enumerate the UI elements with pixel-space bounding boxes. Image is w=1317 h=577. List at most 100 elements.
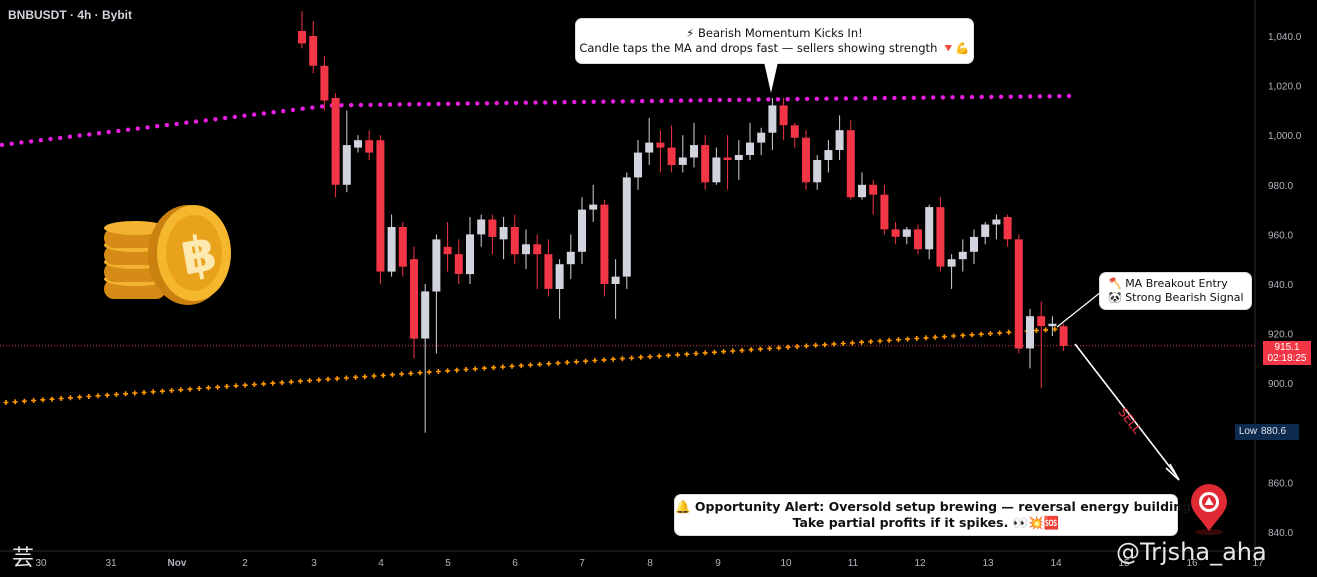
current-price-countdown: 02:18:25 <box>1267 353 1307 364</box>
candle-body <box>746 142 754 155</box>
low-price-marker: Low 880.6 <box>1235 424 1299 440</box>
ma-slow-cross <box>215 384 221 390</box>
ma-slow-cross <box>270 380 276 386</box>
ma-fast-dot <box>698 98 703 103</box>
ma-fast-dot <box>737 97 742 103</box>
ma-slow-cross <box>555 360 561 366</box>
ma-slow-cross <box>463 367 469 372</box>
candle-body <box>667 147 676 165</box>
ma-slow-cross <box>564 359 570 365</box>
ma-fast-dot <box>252 112 257 117</box>
ma-slow-cross <box>509 363 515 369</box>
ma-slow-cross <box>794 344 800 350</box>
ma-fast-dot <box>58 135 63 141</box>
ma-fast-dot <box>300 106 305 111</box>
candle-body <box>734 155 743 160</box>
callout-right-line2: 🐼 Strong Bearish Signal <box>1108 291 1244 304</box>
ma-fast-dot <box>921 95 926 100</box>
ma-fast-dot <box>882 95 887 101</box>
ma-slow-cross <box>417 370 423 376</box>
ma-slow-cross <box>224 384 230 389</box>
callout-ma-breakout: 🪓 MA Breakout Entry 🐼 Strong Bearish Sig… <box>1100 273 1251 309</box>
ma-slow-cross <box>40 397 46 403</box>
ma-slow-cross <box>518 363 524 369</box>
ma-fast-dot <box>242 113 247 118</box>
ma-slow-cross <box>178 387 184 393</box>
candle-body <box>645 142 654 153</box>
ma-slow-cross <box>297 378 303 384</box>
candle-body <box>936 207 945 267</box>
ma-fast-dot <box>940 95 946 100</box>
ma-slow-cross <box>187 386 193 392</box>
bitcoin-coin-stack-icon: ฿ <box>104 205 231 305</box>
ma-fast-dot <box>911 95 916 101</box>
candle-body <box>589 204 598 210</box>
ma-slow-cross <box>150 389 156 395</box>
candle-body <box>947 259 956 267</box>
ma-fast-dot <box>504 100 509 106</box>
ma-slow-cross <box>932 334 938 340</box>
ma-fast-dot <box>494 100 499 106</box>
candle-body <box>958 251 967 260</box>
ma-slow-cross <box>316 377 322 383</box>
ma-slow-cross <box>159 388 165 394</box>
candle-body <box>432 239 441 292</box>
candle-body <box>992 219 1001 225</box>
ma-slow-cross <box>380 372 386 378</box>
sell-arrowhead <box>1165 463 1180 481</box>
sell-arrow-line <box>1074 343 1177 476</box>
ma-fast-dot <box>387 102 393 107</box>
ma-fast-dot <box>591 99 596 105</box>
ma-slow-cross <box>711 349 717 355</box>
ma-fast-dot <box>193 119 199 124</box>
x-tick-label: 5 <box>445 558 451 569</box>
symbol-title: BNBUSDT · 4h · Bybit <box>8 8 132 22</box>
ma-slow-cross <box>656 353 662 359</box>
candle-body <box>690 145 698 158</box>
ma-fast-dot <box>766 97 771 102</box>
ma-slow-cross <box>288 379 294 385</box>
ma-slow-cross <box>684 351 690 357</box>
candle-body <box>757 132 766 143</box>
x-tick-label: 10 <box>780 558 792 569</box>
ma-slow-cross <box>49 396 55 402</box>
candle-body <box>779 105 788 126</box>
ma-fast-dot <box>562 100 567 105</box>
candle-body <box>712 157 721 183</box>
low-label: Low <box>1238 426 1258 437</box>
x-tick-label: 15 <box>1118 558 1130 569</box>
ma-slow-cross <box>77 394 83 400</box>
ma-slow-cross <box>408 370 414 376</box>
ma-fast-dot <box>116 128 121 134</box>
ma-slow-cross <box>905 336 911 342</box>
candle-body <box>846 130 855 198</box>
candle-body <box>454 254 463 274</box>
ma-slow-cross <box>960 332 966 338</box>
ma-slow-cross <box>21 398 27 404</box>
ma-slow-cross <box>141 390 147 395</box>
candle-body <box>622 177 631 277</box>
y-tick-label: 960.0 <box>1268 230 1293 241</box>
y-tick-label: 900.0 <box>1268 379 1293 390</box>
candle-body <box>410 259 418 339</box>
ma-slow-cross <box>491 365 497 371</box>
ma-slow-cross <box>233 383 239 389</box>
ma-slow-cross <box>776 345 782 351</box>
ma-fast-dot <box>349 102 354 108</box>
candle-body <box>600 204 609 284</box>
ma-slow-cross <box>923 335 929 341</box>
ma-fast-dot <box>872 96 878 101</box>
candle-body <box>533 244 542 255</box>
alert-pin-icon <box>1191 484 1227 535</box>
ma-slow-cross <box>371 373 377 379</box>
bitcoin-coin-shape <box>166 215 222 291</box>
ma-fast-dot <box>678 98 684 103</box>
candle-body <box>387 227 396 272</box>
ma-slow-cross <box>251 382 257 387</box>
ma-slow-cross <box>279 380 285 386</box>
ma-slow-cross <box>435 369 441 374</box>
ma-fast-dot <box>465 101 470 106</box>
ma-fast-dot <box>222 115 228 121</box>
ma-fast-dot <box>620 99 625 104</box>
